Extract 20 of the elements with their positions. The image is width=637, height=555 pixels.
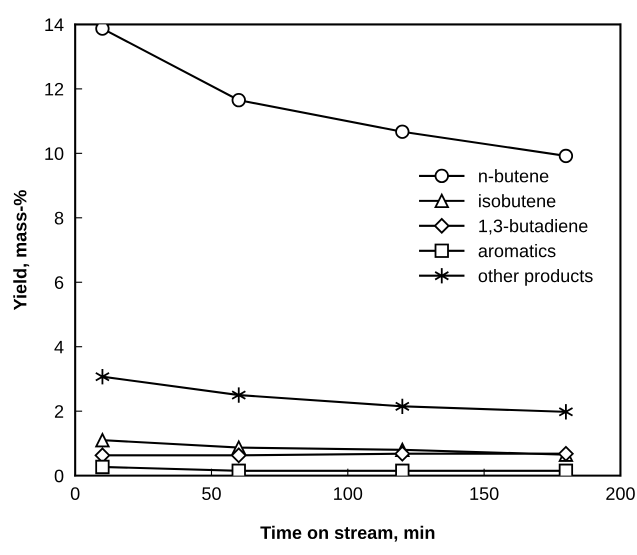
legend-label: aromatics: [478, 244, 556, 258]
y-tick-label: 14: [45, 18, 64, 31]
y-tick-label: 8: [54, 212, 64, 225]
y-tick-label: 2: [54, 405, 64, 418]
legend-label: n-butene: [479, 169, 548, 182]
y-tick-label: 10: [45, 147, 64, 160]
y-tick-label: 6: [54, 276, 64, 289]
x-tick-label: 150: [470, 487, 498, 500]
x-axis-title: Time on stream, min: [260, 526, 434, 542]
y-axis-title: Yield, mass-%: [13, 190, 30, 310]
legend-label: other products: [478, 268, 593, 286]
legend-label: 1,3-butadiene: [479, 219, 588, 234]
y-tick-label: 12: [45, 82, 64, 96]
y-tick-label: 4: [54, 340, 64, 354]
y-tick-label: 0: [54, 470, 64, 482]
legend-label: isobutene: [479, 194, 556, 208]
x-tick-label: 100: [334, 487, 362, 500]
x-tick-label: 200: [606, 487, 635, 500]
x-tick-label: 0: [70, 487, 80, 500]
x-tick-label: 50: [202, 487, 221, 500]
